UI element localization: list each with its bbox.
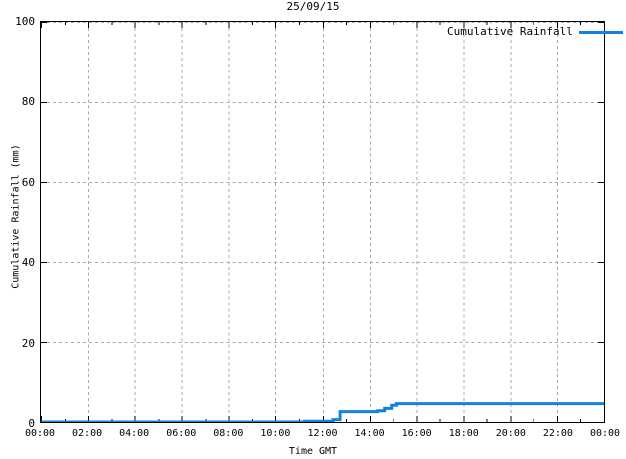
x-axis-tick-label: 10:00 <box>260 428 291 439</box>
x-axis-tick-label: 22:00 <box>542 428 573 439</box>
x-axis-title: Time GMT <box>288 446 338 457</box>
chart-title: 25/09/15 <box>286 0 340 13</box>
grid-lines <box>41 22 604 422</box>
y-axis-tick-label: 100 <box>15 15 35 28</box>
series-cumulative-rainfall <box>41 402 604 422</box>
y-axis-tick-label: 80 <box>21 95 35 109</box>
x-axis-tick-label: 12:00 <box>307 428 338 439</box>
x-axis-tick-label: 02:00 <box>72 428 103 439</box>
x-axis-tick-label: 06:00 <box>166 428 197 439</box>
legend: Cumulative Rainfall <box>447 26 623 38</box>
x-axis-tick-label: 16:00 <box>401 428 432 439</box>
y-axis-title: Cumulative Rainfall (mm) <box>10 144 22 289</box>
y-axis-tick-label: 40 <box>21 256 35 270</box>
x-axis-tick-label: 00:00 <box>589 428 621 439</box>
x-axis-tick-label: 20:00 <box>495 428 526 439</box>
legend-item-label: Cumulative Rainfall <box>447 25 573 38</box>
plot-area <box>40 21 605 423</box>
y-axis-tick-label: 20 <box>21 336 35 350</box>
y-axis-tick-label: 0 <box>28 417 35 430</box>
y-axis-tick-label: 60 <box>21 175 35 189</box>
legend-line-swatch <box>578 30 623 34</box>
x-axis-tick-label: 18:00 <box>448 428 479 439</box>
x-axis-tick-label: 08:00 <box>213 428 244 439</box>
x-axis-tick-label: 04:00 <box>119 428 150 439</box>
x-axis-tick-label: 14:00 <box>354 428 385 439</box>
x-axis-tick-label: 00:00 <box>24 428 56 439</box>
